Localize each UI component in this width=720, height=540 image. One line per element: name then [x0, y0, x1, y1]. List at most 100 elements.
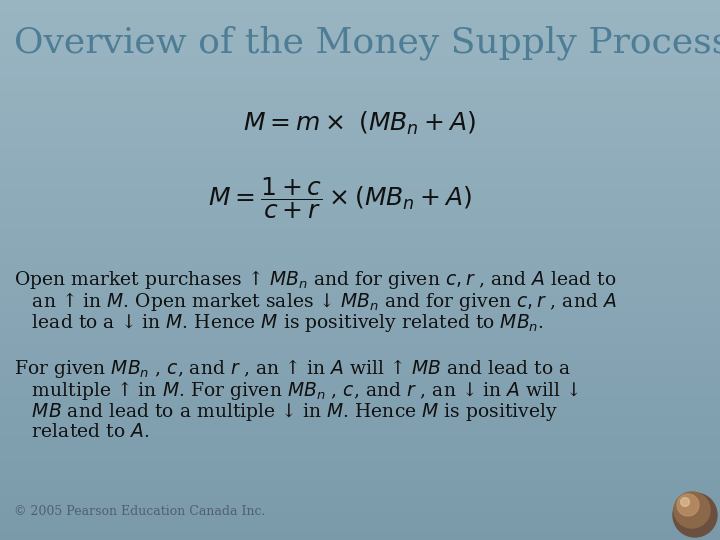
Bar — [0, 290, 720, 292]
Bar — [0, 18, 720, 20]
Bar — [0, 124, 720, 126]
Bar — [0, 92, 720, 93]
Bar — [0, 103, 720, 104]
Bar — [0, 488, 720, 490]
Bar — [0, 457, 720, 459]
Bar — [0, 272, 720, 274]
Bar — [0, 266, 720, 268]
Bar — [0, 477, 720, 479]
Text: $M = m \times\ (MB_n +A)$: $M = m \times\ (MB_n +A)$ — [243, 110, 477, 137]
Bar — [0, 504, 720, 506]
Bar — [0, 319, 720, 320]
Bar — [0, 455, 720, 457]
Bar — [0, 157, 720, 158]
Bar — [0, 198, 720, 200]
Bar — [0, 536, 720, 538]
Bar — [0, 232, 720, 234]
Bar — [0, 474, 720, 475]
Bar — [0, 227, 720, 228]
Bar — [0, 65, 720, 66]
Bar — [0, 247, 720, 248]
Bar — [0, 90, 720, 92]
Bar — [0, 200, 720, 201]
Bar — [0, 466, 720, 468]
Text: an ↑ in $M$. Open market sales ↓ $MB_n$ and for given $c, r$ , and $A$: an ↑ in $M$. Open market sales ↓ $MB_n$ … — [14, 290, 616, 313]
Bar — [0, 261, 720, 263]
Bar — [0, 9, 720, 11]
Bar — [0, 133, 720, 135]
Bar — [0, 12, 720, 15]
Bar — [0, 162, 720, 164]
Bar — [0, 123, 720, 124]
Bar — [0, 63, 720, 65]
Bar — [0, 36, 720, 38]
Bar — [0, 501, 720, 502]
Bar — [0, 498, 720, 501]
Circle shape — [680, 497, 690, 507]
Bar — [0, 275, 720, 277]
Bar — [0, 27, 720, 29]
Bar — [0, 56, 720, 58]
Bar — [0, 360, 720, 362]
Bar — [0, 538, 720, 540]
Bar — [0, 437, 720, 439]
Bar — [0, 463, 720, 464]
Bar — [0, 221, 720, 223]
Bar — [0, 96, 720, 97]
Bar — [0, 482, 720, 484]
Bar — [0, 508, 720, 509]
Bar — [0, 31, 720, 32]
Bar — [0, 252, 720, 254]
Bar — [0, 285, 720, 286]
Bar — [0, 54, 720, 56]
Bar — [0, 250, 720, 252]
Bar — [0, 97, 720, 99]
Bar — [0, 428, 720, 430]
Bar — [0, 259, 720, 261]
Bar — [0, 166, 720, 167]
Bar — [0, 209, 720, 211]
Bar — [0, 140, 720, 142]
Bar — [0, 400, 720, 401]
Bar — [0, 15, 720, 16]
Bar — [0, 211, 720, 212]
Circle shape — [674, 492, 710, 528]
Bar — [0, 245, 720, 247]
Bar — [0, 454, 720, 455]
Bar — [0, 120, 720, 123]
Bar — [0, 293, 720, 295]
Bar — [0, 490, 720, 491]
Bar — [0, 286, 720, 288]
Bar — [0, 502, 720, 504]
Bar — [0, 274, 720, 275]
Bar — [0, 131, 720, 133]
Bar — [0, 164, 720, 166]
Bar — [0, 243, 720, 245]
Bar — [0, 366, 720, 367]
Bar — [0, 470, 720, 471]
Bar — [0, 339, 720, 340]
Bar — [0, 279, 720, 281]
Bar — [0, 66, 720, 69]
Bar — [0, 42, 720, 43]
Bar — [0, 374, 720, 376]
Text: related to $A$.: related to $A$. — [14, 423, 150, 441]
Bar — [0, 533, 720, 535]
Bar — [0, 439, 720, 441]
Bar — [0, 7, 720, 9]
Bar — [0, 69, 720, 70]
Bar — [0, 29, 720, 31]
Bar — [0, 173, 720, 174]
Text: $MB$ and lead to a multiple ↓ in $M$. Hence $M$ is positively: $MB$ and lead to a multiple ↓ in $M$. He… — [14, 401, 558, 423]
Bar — [0, 20, 720, 22]
Bar — [0, 306, 720, 308]
Bar — [0, 32, 720, 34]
Bar — [0, 83, 720, 85]
Bar — [0, 117, 720, 119]
Bar — [0, 171, 720, 173]
Bar — [0, 304, 720, 306]
Bar — [0, 376, 720, 378]
Bar — [0, 295, 720, 297]
Bar — [0, 329, 720, 331]
Bar — [0, 218, 720, 220]
